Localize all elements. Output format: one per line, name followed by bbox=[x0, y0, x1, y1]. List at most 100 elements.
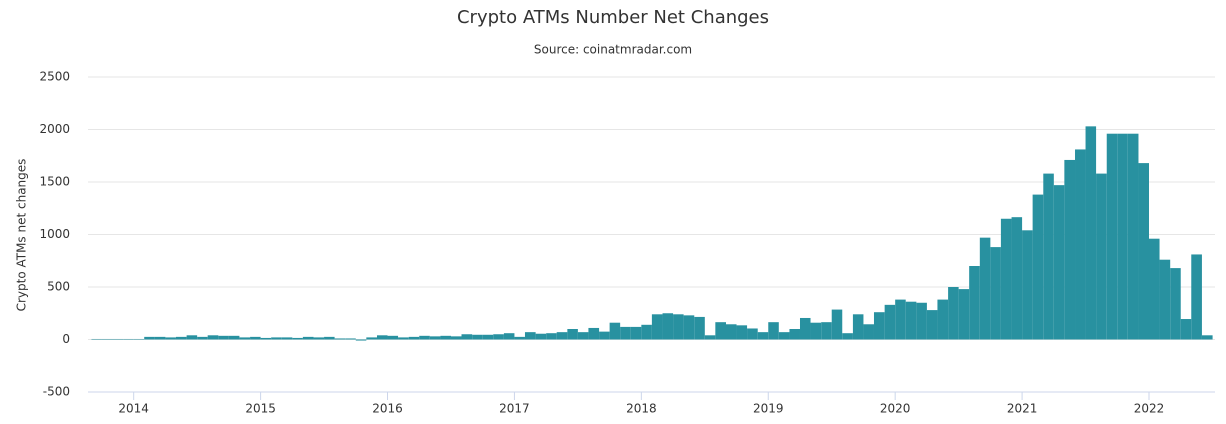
bar bbox=[1170, 268, 1181, 340]
bar bbox=[175, 336, 187, 340]
bar bbox=[937, 299, 949, 340]
bar bbox=[926, 310, 938, 340]
bar bbox=[1117, 133, 1128, 340]
bar bbox=[302, 336, 314, 340]
bar bbox=[778, 332, 790, 340]
x-tick-label: 2018 bbox=[626, 402, 657, 416]
bar bbox=[144, 336, 155, 340]
bar bbox=[1201, 335, 1213, 340]
bar bbox=[239, 337, 251, 340]
bar bbox=[271, 337, 282, 340]
bar bbox=[1159, 259, 1171, 340]
bar bbox=[461, 334, 473, 340]
bar bbox=[630, 326, 642, 340]
bar bbox=[133, 338, 145, 340]
bar bbox=[863, 324, 874, 340]
bar bbox=[524, 332, 536, 340]
y-tick-label: 1500 bbox=[39, 175, 70, 189]
bar bbox=[694, 316, 705, 340]
bar bbox=[154, 336, 166, 340]
bar bbox=[842, 333, 853, 340]
bar bbox=[599, 331, 610, 340]
bar bbox=[768, 322, 779, 340]
bar bbox=[704, 335, 716, 340]
bar bbox=[958, 289, 970, 340]
bar bbox=[990, 247, 1001, 340]
bar bbox=[218, 335, 229, 340]
bar bbox=[620, 326, 631, 340]
chart-title: Crypto ATMs Number Net Changes bbox=[457, 7, 769, 28]
bar bbox=[207, 335, 219, 340]
bar bbox=[588, 327, 600, 340]
bar bbox=[546, 333, 557, 340]
bar bbox=[313, 337, 325, 340]
bar bbox=[514, 336, 525, 340]
bar bbox=[852, 314, 864, 340]
bar bbox=[408, 336, 420, 340]
bar bbox=[651, 314, 663, 340]
bar bbox=[472, 334, 483, 340]
y-tick-label: 1000 bbox=[39, 227, 70, 241]
y-tick-label: 0 bbox=[62, 332, 70, 346]
bar bbox=[715, 322, 726, 340]
bar bbox=[609, 322, 621, 340]
y-tick-label: 500 bbox=[47, 280, 70, 294]
bar bbox=[1149, 238, 1160, 340]
bar bbox=[1096, 173, 1107, 340]
bar bbox=[250, 336, 261, 340]
bar bbox=[1127, 133, 1139, 340]
bar bbox=[429, 336, 441, 340]
bar bbox=[1053, 185, 1065, 340]
bar bbox=[355, 339, 367, 341]
bar bbox=[895, 299, 906, 340]
bar bbox=[948, 287, 959, 340]
bar bbox=[789, 329, 800, 340]
x-tick-label: 2022 bbox=[1134, 402, 1165, 416]
bar bbox=[979, 237, 991, 340]
bar bbox=[673, 314, 684, 340]
bar bbox=[1043, 173, 1054, 340]
bar bbox=[535, 333, 547, 340]
bar bbox=[123, 338, 134, 340]
x-tick-label: 2016 bbox=[372, 402, 403, 416]
bar bbox=[1191, 254, 1202, 340]
bar bbox=[186, 335, 198, 340]
y-axis-label: Crypto ATMs net changes bbox=[15, 159, 29, 312]
bar bbox=[398, 337, 409, 340]
bar bbox=[810, 322, 822, 340]
bar bbox=[873, 312, 885, 340]
bar bbox=[503, 333, 515, 340]
bar bbox=[821, 322, 832, 340]
y-tick-label: -500 bbox=[43, 385, 70, 399]
bar bbox=[916, 302, 927, 340]
bar bbox=[1032, 194, 1044, 340]
bar bbox=[1075, 149, 1086, 340]
bar bbox=[747, 328, 758, 340]
bar bbox=[281, 337, 293, 340]
bar bbox=[197, 336, 208, 340]
bar bbox=[1000, 218, 1012, 340]
bar bbox=[556, 332, 568, 340]
bar bbox=[683, 315, 695, 340]
bar bbox=[577, 332, 589, 340]
bar bbox=[165, 337, 176, 340]
bar bbox=[725, 324, 737, 340]
x-tick-label: 2017 bbox=[499, 402, 530, 416]
x-tick-label: 2019 bbox=[753, 402, 784, 416]
bar bbox=[567, 329, 578, 340]
y-tick-label: 2500 bbox=[39, 70, 70, 84]
bar bbox=[260, 337, 272, 340]
bar bbox=[905, 301, 917, 340]
chart-subtitle: Source: coinatmradar.com bbox=[534, 43, 692, 57]
bar bbox=[91, 338, 102, 340]
bar bbox=[831, 309, 843, 340]
bar bbox=[345, 338, 356, 340]
bar bbox=[1106, 133, 1118, 340]
bar bbox=[969, 266, 980, 340]
bar bbox=[450, 336, 462, 340]
bar bbox=[493, 334, 504, 340]
bar bbox=[101, 338, 113, 340]
bar bbox=[799, 317, 811, 340]
